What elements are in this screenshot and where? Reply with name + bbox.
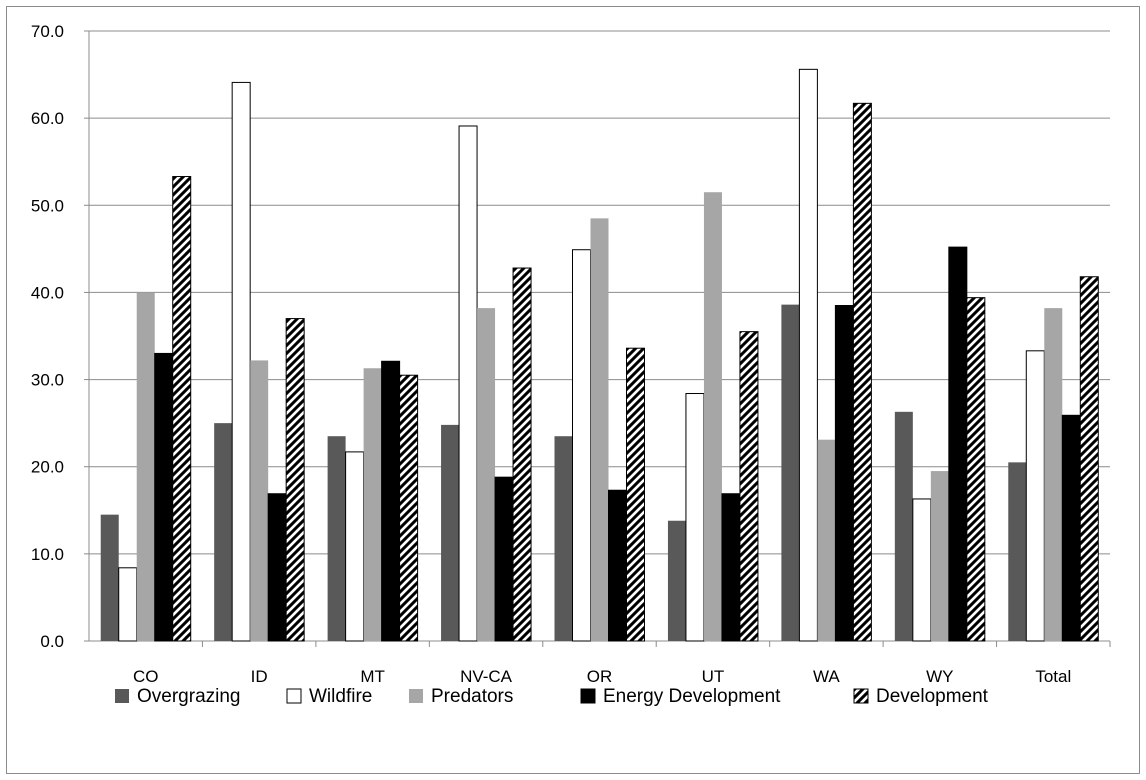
bar-predators: [1044, 308, 1063, 641]
bar-development: [626, 347, 645, 642]
bar-overgrazing: [554, 436, 573, 641]
bar-predators: [930, 471, 949, 641]
y-tick-label: 30.0: [31, 371, 64, 390]
bar-predators: [136, 292, 155, 641]
x-tick-label: CO: [133, 667, 159, 686]
legend-label: Energy Development: [603, 686, 781, 707]
bar-energy-development: [267, 493, 287, 642]
legend-label: Overgrazing: [137, 686, 241, 707]
bar-overgrazing: [327, 436, 346, 641]
legend-swatch: [286, 688, 302, 704]
bar-development: [1079, 276, 1099, 642]
axes: 0.0 10.0 20.0 30.0 40.0 50.0 60.0 70.0 CO ID MT NV-…: [31, 22, 1111, 686]
bar-development: [966, 297, 986, 642]
y-tick-label: 40.0: [31, 283, 64, 302]
y-tick-label: 0.0: [40, 632, 64, 651]
bar-wildfire: [1025, 350, 1045, 642]
x-tick-label: OR: [587, 667, 613, 686]
bar-overgrazing: [214, 423, 233, 641]
legend-swatch: [409, 689, 423, 703]
bar-energy-development: [494, 476, 514, 642]
bars: [100, 68, 1099, 642]
x-tick-label: WA: [813, 667, 840, 686]
x-tick-label: ID: [251, 667, 268, 686]
bar-development: [512, 267, 532, 642]
x-tick-label: WY: [926, 667, 953, 686]
bar-wildfire: [912, 498, 932, 642]
bar-energy-development: [834, 305, 854, 642]
bar-overgrazing: [667, 520, 686, 641]
y-tick-label: 60.0: [31, 109, 64, 128]
bar-development: [285, 318, 305, 642]
bar-energy-development: [948, 246, 968, 642]
bar-energy-development: [154, 352, 174, 642]
bar-energy-development: [608, 489, 627, 642]
bar-wildfire: [118, 567, 138, 642]
bar-overgrazing: [781, 304, 800, 641]
bar-wildfire: [798, 68, 818, 642]
bar-overgrazing: [100, 514, 119, 641]
legend-label: Wildfire: [309, 686, 372, 707]
legend-swatch: [115, 689, 129, 703]
y-tick-label: 20.0: [31, 458, 64, 477]
bar-energy-development: [721, 493, 741, 642]
x-tick-label: MT: [360, 667, 385, 686]
bar-development: [172, 176, 192, 642]
bar-energy-development: [1061, 414, 1081, 642]
bar-development: [739, 331, 759, 642]
x-tick-label: NV-CA: [460, 667, 513, 686]
legend: Overgrazing Wildfire Predators Energy Devel…: [115, 686, 989, 707]
bar-overgrazing: [894, 411, 913, 641]
bar-predators: [703, 192, 722, 641]
bar-predators: [477, 308, 496, 641]
bar-wildfire: [345, 451, 365, 642]
bar-predators: [363, 368, 382, 641]
legend-label: Predators: [431, 686, 513, 707]
bar-wildfire: [572, 249, 591, 642]
legend-swatch: [853, 688, 869, 704]
bar-wildfire: [685, 393, 705, 642]
legend-label: Development: [876, 686, 989, 707]
bar-development: [852, 102, 872, 642]
bar-energy-development: [381, 360, 401, 642]
bar-predators: [590, 218, 609, 641]
bar-overgrazing: [1008, 462, 1027, 641]
bar-wildfire: [231, 81, 251, 642]
bar-predators: [817, 439, 836, 641]
y-tick-label: 10.0: [31, 545, 64, 564]
bar-overgrazing: [441, 424, 460, 641]
bar-wildfire: [458, 125, 478, 642]
legend-swatch: [580, 688, 596, 704]
y-tick-label: 70.0: [31, 22, 64, 41]
bar-predators: [250, 360, 269, 641]
x-tick-label: Total: [1035, 667, 1071, 686]
bar-development: [399, 374, 419, 642]
y-tick-label: 50.0: [31, 196, 64, 215]
x-tick-label: UT: [702, 667, 725, 686]
